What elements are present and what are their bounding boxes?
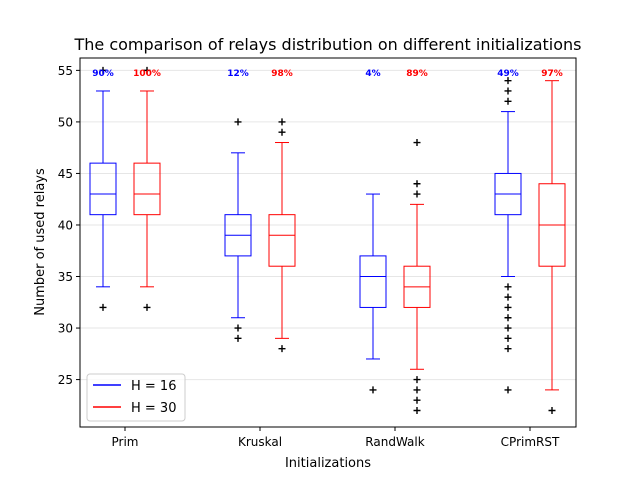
percentage-label: 100% <box>133 69 161 79</box>
iqr-box <box>133 162 161 216</box>
outlier-point <box>278 118 286 126</box>
iqr-box <box>268 214 296 267</box>
outlier-point <box>278 345 286 353</box>
outlier-point <box>234 334 242 342</box>
legend-label-h30: H = 30 <box>131 401 176 416</box>
outlier-point <box>413 180 421 188</box>
outlier-point <box>99 66 107 74</box>
outlier-point <box>413 376 421 384</box>
box-prim-series-1 <box>133 66 161 311</box>
outlier-point <box>413 396 421 404</box>
outlier-point <box>504 324 512 332</box>
y-tick-label: 35 <box>58 270 73 284</box>
outlier-point <box>548 407 556 415</box>
outlier-point <box>234 118 242 126</box>
y-tick-label: 40 <box>58 218 73 232</box>
iqr-box <box>89 162 117 216</box>
outlier-point <box>369 386 377 394</box>
percentage-label: 90% <box>92 69 114 79</box>
y-tick-label: 50 <box>58 115 73 129</box>
outlier-point <box>413 190 421 198</box>
outlier-point <box>504 283 512 291</box>
outlier-point <box>504 314 512 322</box>
percentage-label: 4% <box>365 69 380 79</box>
y-tick-label: 45 <box>58 167 73 181</box>
percentage-label: 97% <box>541 69 563 79</box>
outlier-point <box>143 303 151 311</box>
iqr-box <box>359 255 387 308</box>
outlier-point <box>504 77 512 85</box>
box-kruskal-series-1 <box>268 118 296 353</box>
box-randwalk-series-0 <box>359 193 387 394</box>
outlier-point <box>504 303 512 311</box>
outlier-point <box>504 293 512 301</box>
outlier-point <box>413 407 421 415</box>
chart-title: The comparison of relays distribution on… <box>73 35 581 54</box>
outlier-point <box>278 128 286 136</box>
box-kruskal-series-0 <box>224 118 252 342</box>
percentage-label: 12% <box>227 69 249 79</box>
percentage-label: 98% <box>271 69 293 79</box>
outlier-point <box>504 87 512 95</box>
x-tick-label: Prim <box>112 435 139 449</box>
outlier-point <box>413 139 421 147</box>
y-tick-label: 25 <box>58 373 73 387</box>
legend: H = 16 H = 30 <box>86 373 186 422</box>
outlier-point <box>413 386 421 394</box>
box-cprimrst-series-0 <box>494 77 522 394</box>
x-tick-label: Kruskal <box>238 435 282 449</box>
outlier-point <box>234 324 242 332</box>
outlier-point <box>504 345 512 353</box>
percentage-label: 49% <box>497 69 519 79</box>
outlier-point <box>99 303 107 311</box>
outlier-point <box>143 66 151 74</box>
outlier-point <box>504 386 512 394</box>
percentage-labels: 90% 12% 4% 49% 100% 98% 89% 97% <box>92 69 563 79</box>
box-prim-series-0 <box>89 66 117 311</box>
y-tick-label: 55 <box>58 64 73 78</box>
box-randwalk-series-1 <box>403 139 431 415</box>
x-tick-label: RandWalk <box>365 435 424 449</box>
y-tick-label: 30 <box>58 322 73 336</box>
axes: 25 30 35 40 45 50 55 Prim Kruskal RandWalk CPrimRS… <box>58 64 560 449</box>
plot-area-frame <box>79 57 577 428</box>
y-axis-label: Number of used relays <box>33 168 48 316</box>
outlier-point <box>504 334 512 342</box>
legend-label-h16: H = 16 <box>131 379 176 394</box>
percentage-label: 89% <box>406 69 428 79</box>
x-axis-label: Initializations <box>285 456 371 471</box>
box-cprimrst-series-1 <box>538 80 566 415</box>
outlier-point <box>504 97 512 105</box>
boxes-layer <box>89 66 566 415</box>
x-tick-label: CPrimRST <box>501 435 560 449</box>
